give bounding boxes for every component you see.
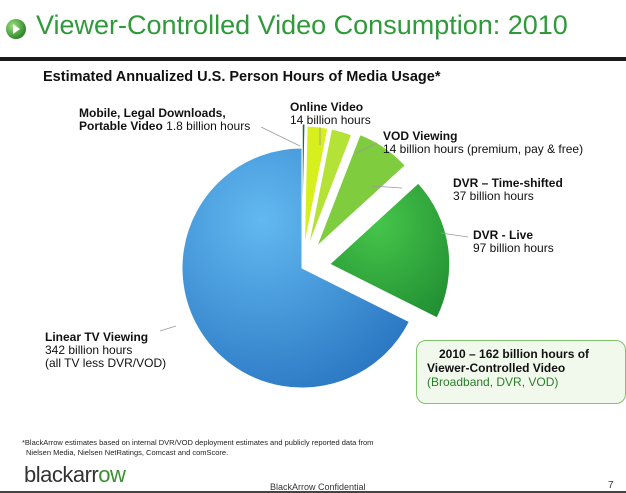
logo-text-main: blackarr (24, 462, 99, 487)
label-linear: Linear TV Viewing 342 billion hours (all… (45, 331, 166, 370)
blackarrow-logo: blackarrow (24, 462, 126, 488)
label-dvr-ts-value: 37 billion hours (453, 189, 534, 203)
slice-dvr-live (328, 182, 451, 319)
slice-vod (307, 128, 353, 248)
label-mobile: Mobile, Legal Downloads, Portable Video … (79, 107, 250, 133)
slice-online-video (303, 125, 329, 247)
footnote: *BlackArrow estimates based on internal … (22, 438, 373, 458)
leader-linear (159, 325, 177, 332)
label-online-name: Online Video (290, 100, 364, 114)
label-mobile-value: 1.8 billion hours (162, 119, 251, 133)
label-dvr-live-value: 97 billion hours (473, 241, 554, 255)
leader-dvr-live (440, 232, 469, 238)
logo-text-accent: ow (98, 462, 126, 487)
footnote-line2: Nielsen Media, Nielsen NetRatings, Comca… (26, 448, 229, 457)
callout-line1: 2010 – 162 billion hours of (439, 347, 590, 361)
play-bullet-icon (6, 19, 26, 39)
page-title: Viewer-Controlled Video Consumption: 201… (36, 10, 568, 40)
footnote-line1: *BlackArrow estimates based on internal … (22, 438, 374, 447)
title-divider (0, 57, 626, 61)
bottom-bar (0, 491, 626, 493)
label-linear-note: (all TV less DVR/VOD) (45, 356, 167, 370)
label-online: Online Video 14 billion hours (290, 101, 371, 127)
label-mobile-name: Portable Video (79, 119, 163, 133)
leader-mobile (260, 126, 301, 147)
label-vod: VOD Viewing 14 billion hours (premium, p… (383, 130, 583, 156)
callout-line2: Viewer-Controlled Video (427, 361, 566, 375)
slice-linear-tv (181, 147, 410, 389)
leader-dvr-ts (371, 185, 403, 189)
label-vod-name: VOD Viewing (383, 129, 458, 143)
label-vod-value: 14 billion hours (premium, pay & free) (383, 142, 584, 156)
slice-mobile (301, 123, 306, 245)
label-linear-name: Linear TV Viewing (45, 330, 149, 344)
leader-vod (355, 142, 378, 154)
summary-callout: 2010 – 162 billion hours of Viewer-Contr… (416, 340, 626, 404)
label-dvr-live-name: DVR - Live (473, 228, 534, 242)
label-dvr-ts-name: DVR – Time-shifted (453, 176, 563, 190)
label-linear-value: 342 billion hours (45, 343, 133, 357)
label-dvr-timeshifted: DVR – Time-shifted 37 billion hours (453, 177, 563, 203)
slice-dvr-timeshifted (316, 134, 406, 247)
page-number: 7 (608, 480, 614, 491)
label-dvr-live: DVR - Live 97 billion hours (473, 229, 554, 255)
chart-title: Estimated Annualized U.S. Person Hours o… (43, 69, 441, 85)
label-online-value: 14 billion hours (290, 113, 371, 127)
callout-line3: (Broadband, DVR, VOD) (427, 375, 559, 389)
confidential-notice: BlackArrow Confidential (270, 482, 366, 492)
label-mobile-line1: Mobile, Legal Downloads, (79, 106, 226, 120)
